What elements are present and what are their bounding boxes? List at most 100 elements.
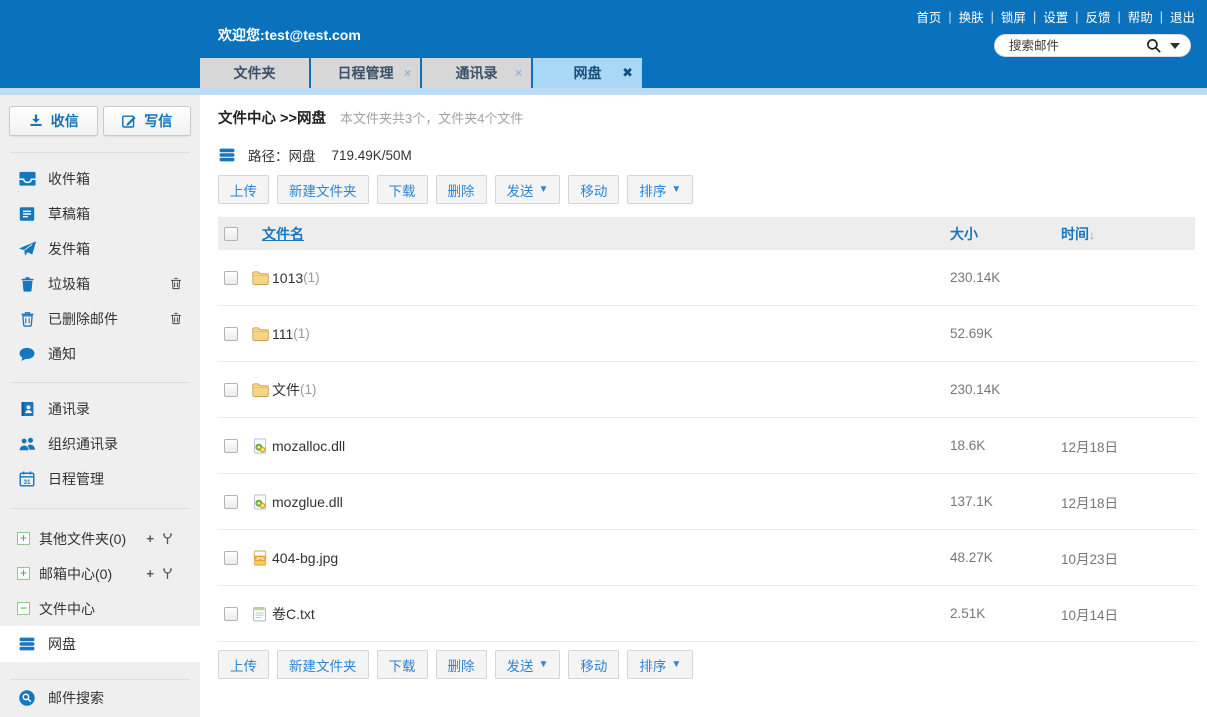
file-table: 文件名 大小 时间↓ 1013 (1) 230.14K 111 (1) 52.6… (218, 217, 1195, 642)
empty-junk-trash-icon[interactable] (170, 277, 182, 290)
time-column-header[interactable]: 时间↓ (1061, 225, 1095, 242)
junk-icon (17, 274, 37, 294)
move-button[interactable]: 移动 (568, 650, 620, 679)
sort-desc-icon: ↓ (1089, 227, 1095, 242)
send-dropdown-button[interactable]: 发送 ▼ (494, 175, 561, 204)
empty-deleted-trash-icon[interactable] (170, 312, 182, 325)
send-dropdown-button[interactable]: 发送 ▼ (494, 650, 561, 679)
file-name[interactable]: mozglue.dll (272, 493, 343, 510)
dll-file-icon (252, 493, 270, 510)
sidebar-item-mail-search[interactable]: 邮件搜索 (0, 680, 200, 715)
nav-separator: | (1117, 9, 1121, 24)
sidebar-item-org-contacts[interactable]: 组织通讯录 (0, 426, 200, 461)
row-checkbox[interactable] (224, 550, 238, 565)
sidebar-item-schedule[interactable]: 31 日程管理 (0, 461, 200, 496)
delete-button[interactable]: 删除 (435, 175, 487, 204)
sidebar-item-file-center[interactable]: − 文件中心 (0, 591, 200, 626)
new-folder-button[interactable]: 新建文件夹 (277, 650, 369, 679)
receive-mail-label: 收信 (50, 113, 79, 129)
tab-close-icon[interactable]: ✖ (622, 65, 633, 80)
sidebar-item-label: 日程管理 (48, 470, 104, 487)
download-button[interactable]: 下载 (376, 175, 428, 204)
sidebar-item-inbox[interactable]: 收件箱 (0, 161, 200, 196)
file-name[interactable]: 1013 (272, 269, 304, 286)
nav-settings[interactable]: 设置 (1043, 11, 1069, 25)
jpg-file-icon: JPG (252, 549, 270, 566)
expand-icon[interactable]: + (17, 532, 30, 545)
mail-search-box[interactable] (994, 34, 1191, 57)
manage-folder-icon[interactable] (163, 567, 172, 580)
tab-netdisk[interactable]: 网盘 ✖ (533, 58, 642, 88)
expand-icon[interactable]: + (17, 567, 30, 580)
new-folder-button[interactable]: 新建文件夹 (277, 175, 369, 204)
nav-help[interactable]: 帮助 (1127, 11, 1153, 25)
search-input[interactable] (1007, 37, 1146, 54)
sort-dropdown-button[interactable]: 排序 ▼ (627, 650, 694, 679)
row-checkbox[interactable] (224, 438, 238, 453)
file-name[interactable]: 卷C.txt (272, 605, 315, 622)
nav-home[interactable]: 首页 (916, 11, 942, 25)
row-checkbox[interactable] (224, 382, 238, 397)
drafts-icon (17, 204, 37, 224)
folder-summary: 本文件夹共3个，文件夹4个文件 (339, 111, 524, 126)
tab-schedule[interactable]: 日程管理 × (311, 58, 420, 88)
org-contacts-icon (17, 434, 37, 454)
file-name[interactable]: 文件 (272, 381, 300, 398)
size-column-header[interactable]: 大小 (950, 225, 978, 242)
file-name[interactable]: 111 (272, 325, 294, 342)
dropdown-caret-icon: ▼ (671, 183, 682, 195)
collapse-icon[interactable]: − (17, 602, 30, 615)
tab-close-icon[interactable]: × (514, 66, 522, 80)
sidebar-item-other-folders[interactable]: + 其他文件夹(0) + (0, 521, 200, 556)
search-icon[interactable] (1146, 38, 1162, 54)
top-header-bar: 欢迎您:test@test.com 首页 | 换肤 | 锁屏 | 设置 | 反馈… (0, 0, 1207, 88)
add-folder-icon[interactable]: + (146, 566, 154, 581)
folder-icon (252, 269, 270, 286)
nav-feedback[interactable]: 反馈 (1085, 11, 1111, 25)
sort-dropdown-button[interactable]: 排序 ▼ (627, 175, 694, 204)
sidebar-item-mail-center[interactable]: + 邮箱中心(0) + (0, 556, 200, 591)
nav-lock[interactable]: 锁屏 (1000, 11, 1026, 25)
row-checkbox[interactable] (224, 494, 238, 509)
row-checkbox[interactable] (224, 606, 238, 621)
add-folder-icon[interactable]: + (146, 531, 154, 546)
netdisk-panel: 文件中心 >>网盘 本文件夹共3个，文件夹4个文件 路径：网盘 719.49K/… (200, 95, 1207, 717)
move-button[interactable]: 移动 (568, 175, 620, 204)
tab-label: 文件夹 (233, 65, 276, 81)
sidebar-item-junk[interactable]: 垃圾箱 (0, 266, 200, 301)
file-table-header: 文件名 大小 时间↓ (218, 217, 1195, 250)
name-column-header[interactable]: 文件名 (262, 225, 304, 242)
nav-skin[interactable]: 换肤 (958, 11, 984, 25)
upload-button[interactable]: 上传 (218, 650, 269, 679)
tab-contacts[interactable]: 通讯录 × (422, 58, 531, 88)
row-checkbox[interactable] (224, 270, 238, 285)
sidebar-divider (10, 382, 190, 383)
sidebar-item-contacts[interactable]: 通讯录 (0, 391, 200, 426)
tab-close-icon[interactable]: × (403, 66, 411, 80)
write-mail-button[interactable]: 写信 (102, 106, 191, 136)
nav-logout[interactable]: 退出 (1169, 11, 1195, 25)
dropdown-caret-icon: ▼ (671, 658, 682, 670)
sidebar-item-deleted[interactable]: 已删除邮件 (0, 301, 200, 336)
svg-text:31: 31 (23, 479, 31, 486)
sidebar-item-drafts[interactable]: 草稿箱 (0, 196, 200, 231)
sidebar-item-notice[interactable]: 通知 (0, 336, 200, 371)
select-all-checkbox[interactable] (224, 226, 238, 241)
file-toolbar-bottom: 上传 新建文件夹 下载 删除 发送 ▼ 移动 排序 ▼ (218, 650, 1195, 679)
file-name[interactable]: mozalloc.dll (272, 437, 346, 454)
manage-folder-icon[interactable] (163, 532, 172, 545)
upload-button[interactable]: 上传 (218, 175, 269, 204)
delete-button[interactable]: 删除 (435, 650, 487, 679)
download-button[interactable]: 下载 (376, 650, 428, 679)
search-options-caret-icon[interactable] (1170, 42, 1180, 49)
row-checkbox[interactable] (224, 326, 238, 341)
receive-mail-icon (28, 113, 44, 129)
txt-file-icon (252, 605, 270, 622)
file-size: 52.69K (950, 326, 993, 341)
tab-label: 日程管理 (337, 65, 394, 81)
receive-mail-button[interactable]: 收信 (9, 106, 98, 136)
file-name[interactable]: 404-bg.jpg (272, 549, 339, 566)
sidebar-item-sent[interactable]: 发件箱 (0, 231, 200, 266)
sidebar-item-netdisk[interactable]: 网盘 (0, 626, 200, 662)
tab-folders[interactable]: 文件夹 (200, 58, 309, 88)
